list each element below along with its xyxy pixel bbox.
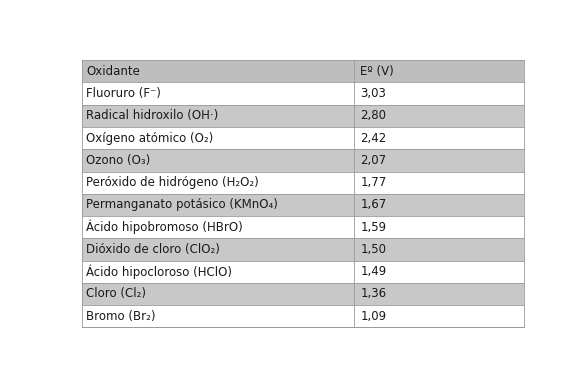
Bar: [82, 305, 353, 327]
Text: Permanganato potásico (KMnO₄): Permanganato potásico (KMnO₄): [86, 198, 278, 211]
Text: Peróxido de hidrógeno (H₂O₂): Peróxido de hidrógeno (H₂O₂): [86, 176, 259, 189]
Bar: [82, 60, 353, 82]
Text: 1,77: 1,77: [360, 176, 387, 189]
Bar: [82, 283, 353, 305]
Bar: [353, 283, 524, 305]
Bar: [353, 105, 524, 127]
Text: 1,09: 1,09: [360, 310, 386, 323]
Text: Cloro (Cl₂): Cloro (Cl₂): [86, 288, 146, 301]
Bar: [353, 305, 524, 327]
Bar: [82, 149, 353, 171]
Bar: [353, 171, 524, 194]
Text: 1,50: 1,50: [360, 243, 386, 256]
Bar: [353, 127, 524, 149]
Bar: [82, 260, 353, 283]
Bar: [82, 194, 353, 216]
Text: Radical hidroxilo (OH·): Radical hidroxilo (OH·): [86, 109, 219, 122]
Text: Bromo (Br₂): Bromo (Br₂): [86, 310, 156, 323]
Bar: [82, 127, 353, 149]
Bar: [82, 105, 353, 127]
Text: 1,49: 1,49: [360, 265, 387, 278]
Bar: [353, 82, 524, 105]
Text: Ácido hipocloroso (HClO): Ácido hipocloroso (HClO): [86, 265, 232, 279]
Text: Dióxido de cloro (ClO₂): Dióxido de cloro (ClO₂): [86, 243, 220, 256]
Text: 2,42: 2,42: [360, 132, 387, 145]
Text: 1,36: 1,36: [360, 288, 386, 301]
Text: Ozono (O₃): Ozono (O₃): [86, 154, 151, 167]
Bar: [353, 238, 524, 260]
Text: Oxígeno atómico (O₂): Oxígeno atómico (O₂): [86, 132, 213, 145]
Bar: [353, 60, 524, 82]
Text: 1,67: 1,67: [360, 198, 387, 211]
Bar: [82, 82, 353, 105]
Bar: [353, 149, 524, 171]
Text: 3,03: 3,03: [360, 87, 386, 100]
Bar: [82, 171, 353, 194]
Bar: [353, 194, 524, 216]
Bar: [82, 216, 353, 238]
Text: 2,80: 2,80: [360, 109, 386, 122]
Text: 1,59: 1,59: [360, 221, 386, 234]
Text: Oxidante: Oxidante: [86, 65, 140, 78]
Bar: [353, 260, 524, 283]
Text: Ácido hipobromoso (HBrO): Ácido hipobromoso (HBrO): [86, 220, 243, 234]
Bar: [82, 238, 353, 260]
Bar: [353, 216, 524, 238]
Text: Fluoruro (F⁻): Fluoruro (F⁻): [86, 87, 161, 100]
Text: Eº (V): Eº (V): [360, 65, 394, 78]
Text: 2,07: 2,07: [360, 154, 386, 167]
